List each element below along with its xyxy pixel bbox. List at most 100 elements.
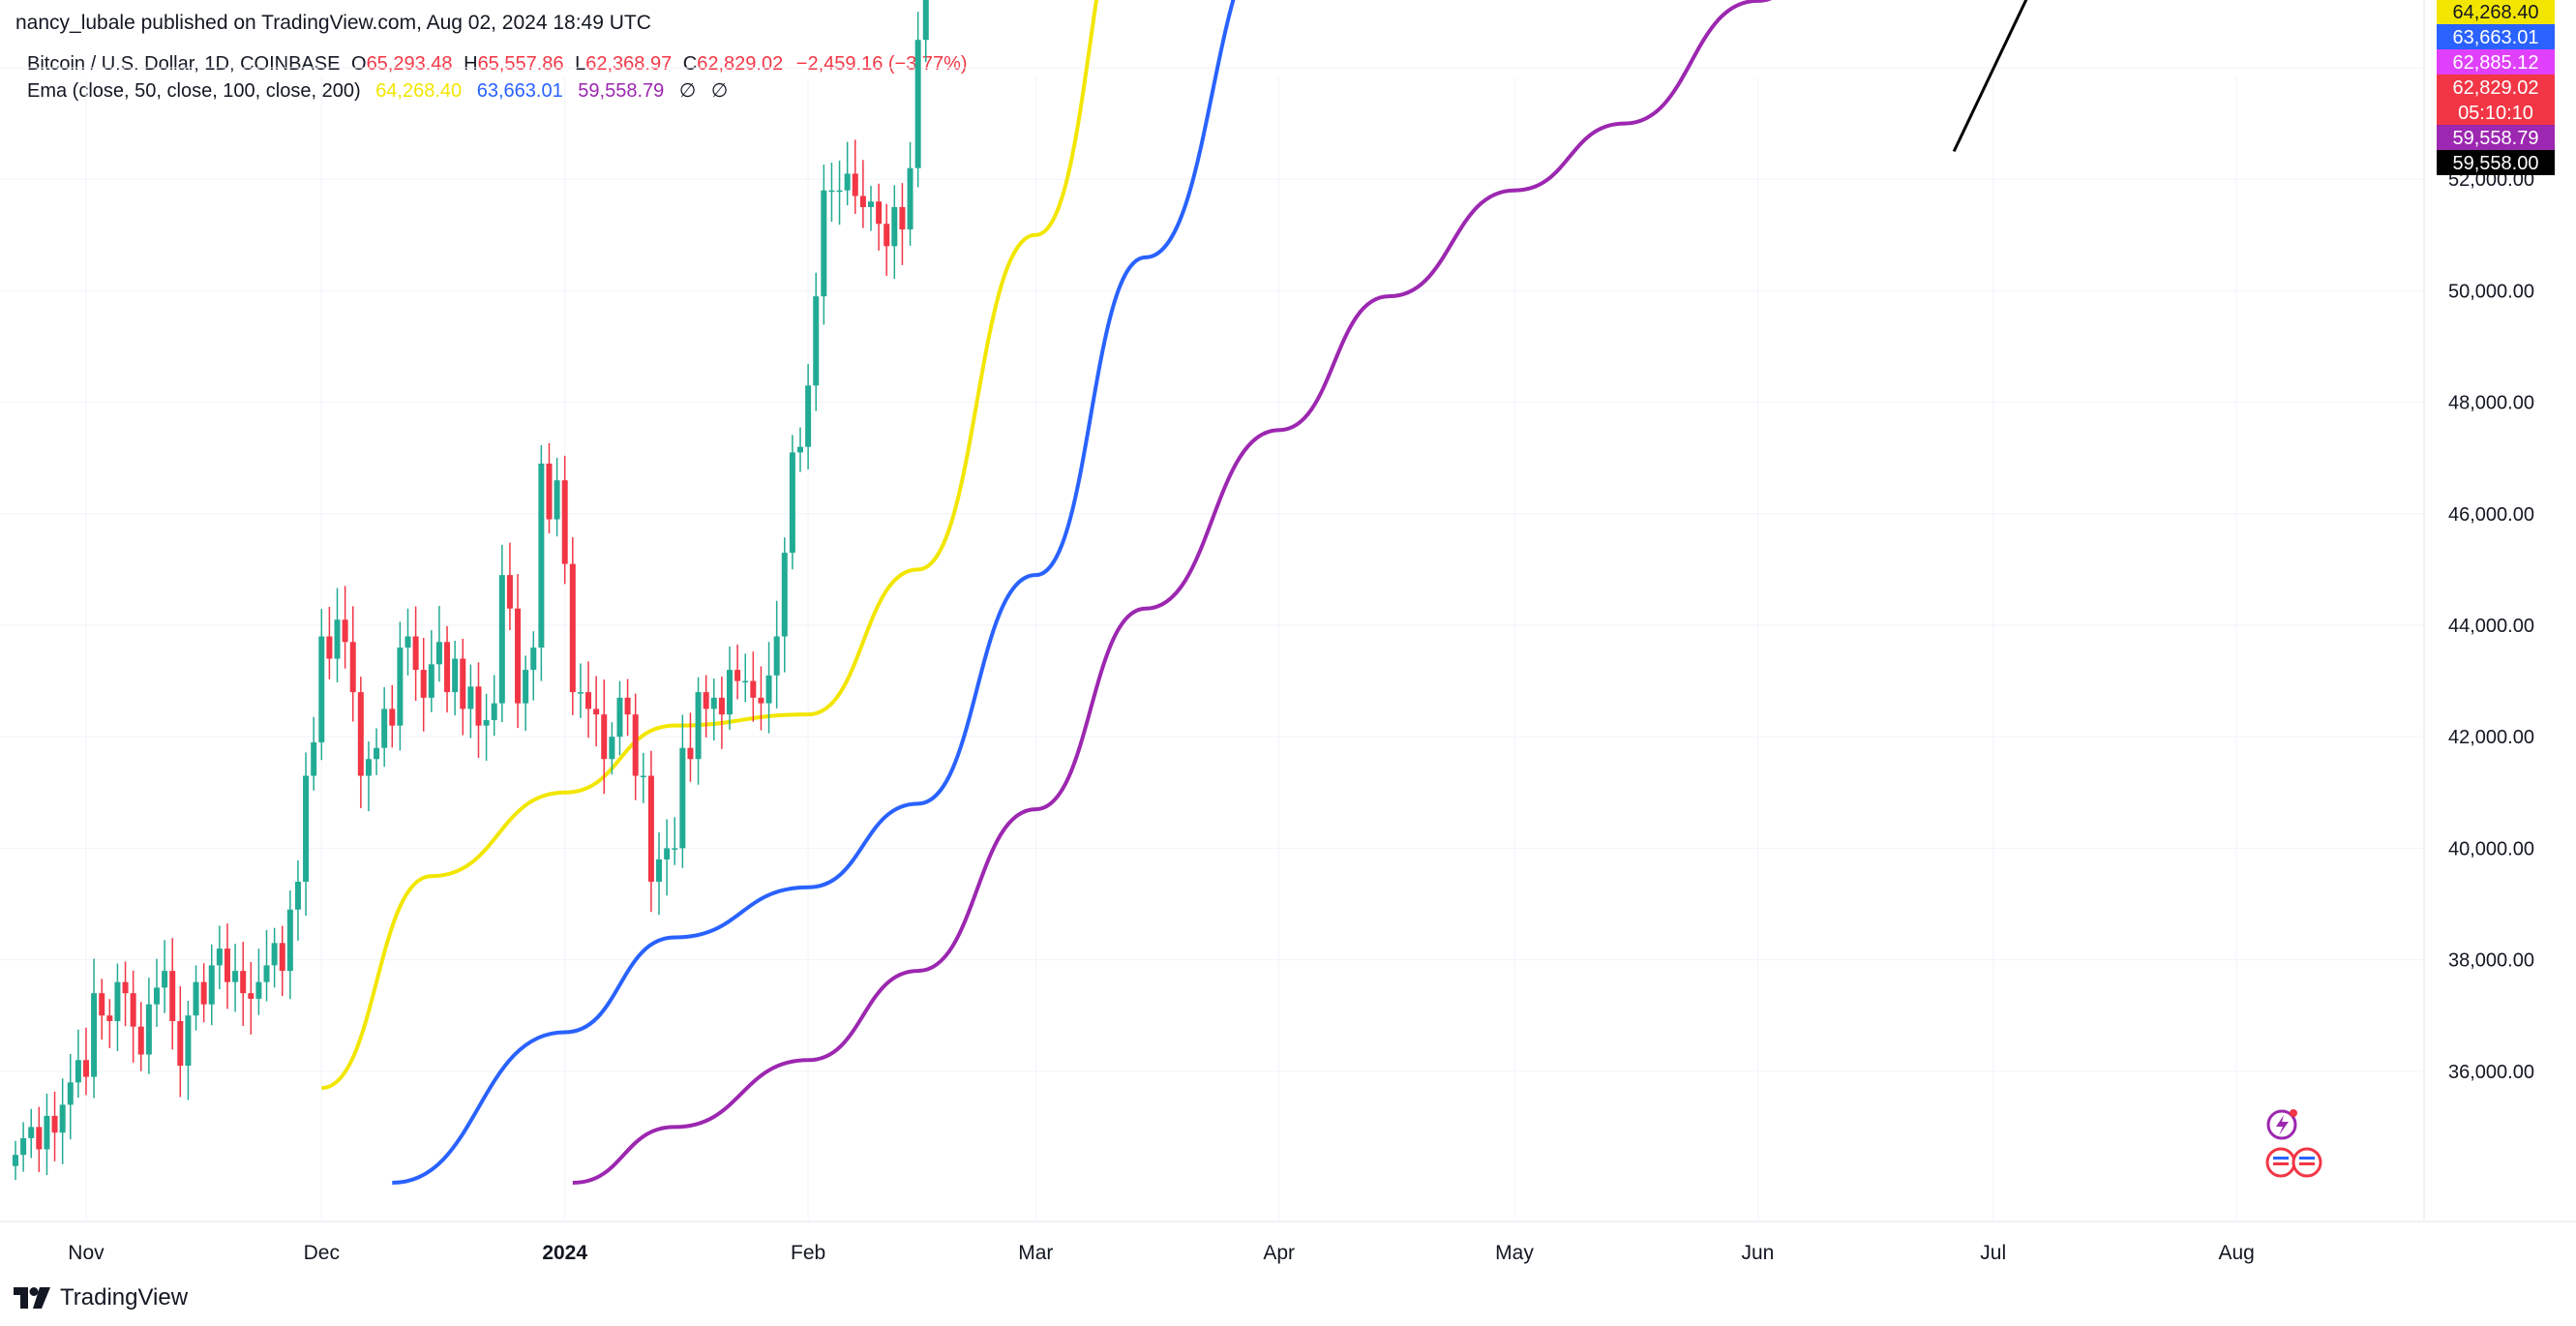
candle[interactable] (773, 600, 780, 708)
candle[interactable] (28, 1108, 35, 1159)
candle[interactable] (106, 999, 113, 1048)
candle[interactable] (710, 678, 717, 741)
candle[interactable] (263, 929, 270, 1002)
candle[interactable] (412, 606, 419, 701)
candle[interactable] (836, 160, 843, 226)
candle[interactable] (122, 961, 129, 1027)
candle[interactable] (318, 609, 325, 761)
candle[interactable] (491, 675, 497, 737)
candle[interactable] (162, 940, 168, 1013)
candle[interactable] (609, 722, 615, 775)
candle[interactable] (884, 203, 890, 277)
candle[interactable] (44, 1093, 50, 1176)
candle[interactable] (334, 588, 341, 682)
candle[interactable] (813, 272, 820, 411)
candle[interactable] (483, 693, 490, 761)
candle[interactable] (114, 963, 121, 1052)
candle[interactable] (867, 185, 874, 231)
candle[interactable] (145, 978, 152, 1074)
candle[interactable] (311, 716, 317, 791)
candle[interactable] (859, 160, 866, 228)
candle[interactable] (404, 608, 411, 676)
candle[interactable] (664, 819, 671, 896)
candle[interactable] (59, 1078, 66, 1164)
candle[interactable] (294, 859, 301, 941)
candle[interactable] (750, 651, 757, 722)
candle[interactable] (561, 455, 568, 585)
candle[interactable] (805, 364, 812, 469)
candle[interactable] (687, 712, 694, 782)
candle[interactable] (844, 141, 851, 206)
candle[interactable] (224, 923, 230, 1010)
candle[interactable] (452, 641, 459, 716)
candle[interactable] (914, 12, 921, 188)
drawings[interactable] (0, 0, 2424, 153)
candle[interactable] (67, 1054, 74, 1140)
candle[interactable] (640, 752, 646, 803)
candle[interactable] (891, 185, 898, 280)
candle[interactable] (899, 183, 906, 265)
candle[interactable] (255, 949, 262, 1015)
candle[interactable] (374, 728, 380, 775)
candle[interactable] (475, 662, 482, 758)
candle[interactable] (554, 458, 560, 537)
candle[interactable] (679, 714, 686, 868)
candle[interactable] (137, 1002, 144, 1071)
candle[interactable] (546, 442, 553, 534)
candle[interactable] (200, 963, 207, 1023)
candle[interactable] (389, 684, 396, 748)
candle[interactable] (357, 677, 364, 809)
time-axis[interactable]: Nov Dec 2024 Feb Mar Apr May Jun Jul Aug (68, 1242, 2255, 1264)
candle[interactable] (36, 1106, 43, 1172)
candle[interactable] (695, 677, 702, 785)
candle[interactable] (852, 139, 858, 214)
trend-line[interactable] (1952, 0, 2307, 153)
candle[interactable] (601, 679, 608, 795)
candle[interactable] (303, 752, 310, 917)
candle[interactable] (326, 606, 333, 679)
candle[interactable] (907, 141, 914, 246)
candle[interactable] (828, 163, 835, 223)
symbol-legend-row[interactable]: Bitcoin / U.S. Dollar, 1D, COINBASE O65,… (27, 50, 968, 77)
candle[interactable] (185, 1000, 192, 1100)
candle[interactable] (632, 693, 639, 800)
candle[interactable] (216, 925, 223, 990)
candle[interactable] (286, 889, 293, 1000)
candle[interactable] (789, 435, 795, 570)
candle[interactable] (240, 941, 247, 1026)
candle[interactable] (577, 663, 584, 718)
candle[interactable] (428, 630, 434, 712)
candle[interactable] (758, 666, 764, 731)
candle[interactable] (75, 1029, 81, 1099)
flash-icon[interactable] (2266, 1109, 2297, 1140)
candle[interactable] (647, 750, 654, 913)
candle[interactable] (13, 1140, 18, 1181)
candle[interactable] (153, 958, 160, 1027)
candle[interactable] (569, 537, 576, 715)
candle[interactable] (51, 1091, 58, 1161)
candle[interactable] (349, 606, 356, 722)
candle[interactable] (342, 586, 348, 669)
candle[interactable] (922, 0, 929, 63)
candle[interactable] (444, 625, 451, 713)
candle[interactable] (781, 537, 788, 673)
candles[interactable] (13, 0, 2192, 1181)
candle[interactable] (381, 686, 388, 768)
event-icons[interactable] (2265, 1109, 2322, 1178)
candle[interactable] (876, 183, 883, 251)
candle[interactable] (593, 676, 600, 747)
candle[interactable] (624, 678, 631, 737)
candle[interactable] (585, 661, 592, 738)
candle[interactable] (82, 1027, 89, 1096)
candle[interactable] (420, 638, 427, 732)
candle[interactable] (742, 653, 749, 703)
candle[interactable] (530, 631, 537, 701)
candle[interactable] (506, 542, 513, 631)
candle[interactable] (765, 642, 772, 734)
candle[interactable] (193, 965, 199, 1031)
candle[interactable] (271, 927, 278, 988)
candle[interactable] (821, 165, 827, 325)
candle[interactable] (460, 638, 466, 736)
candle[interactable] (365, 741, 372, 812)
candle[interactable] (435, 605, 442, 682)
